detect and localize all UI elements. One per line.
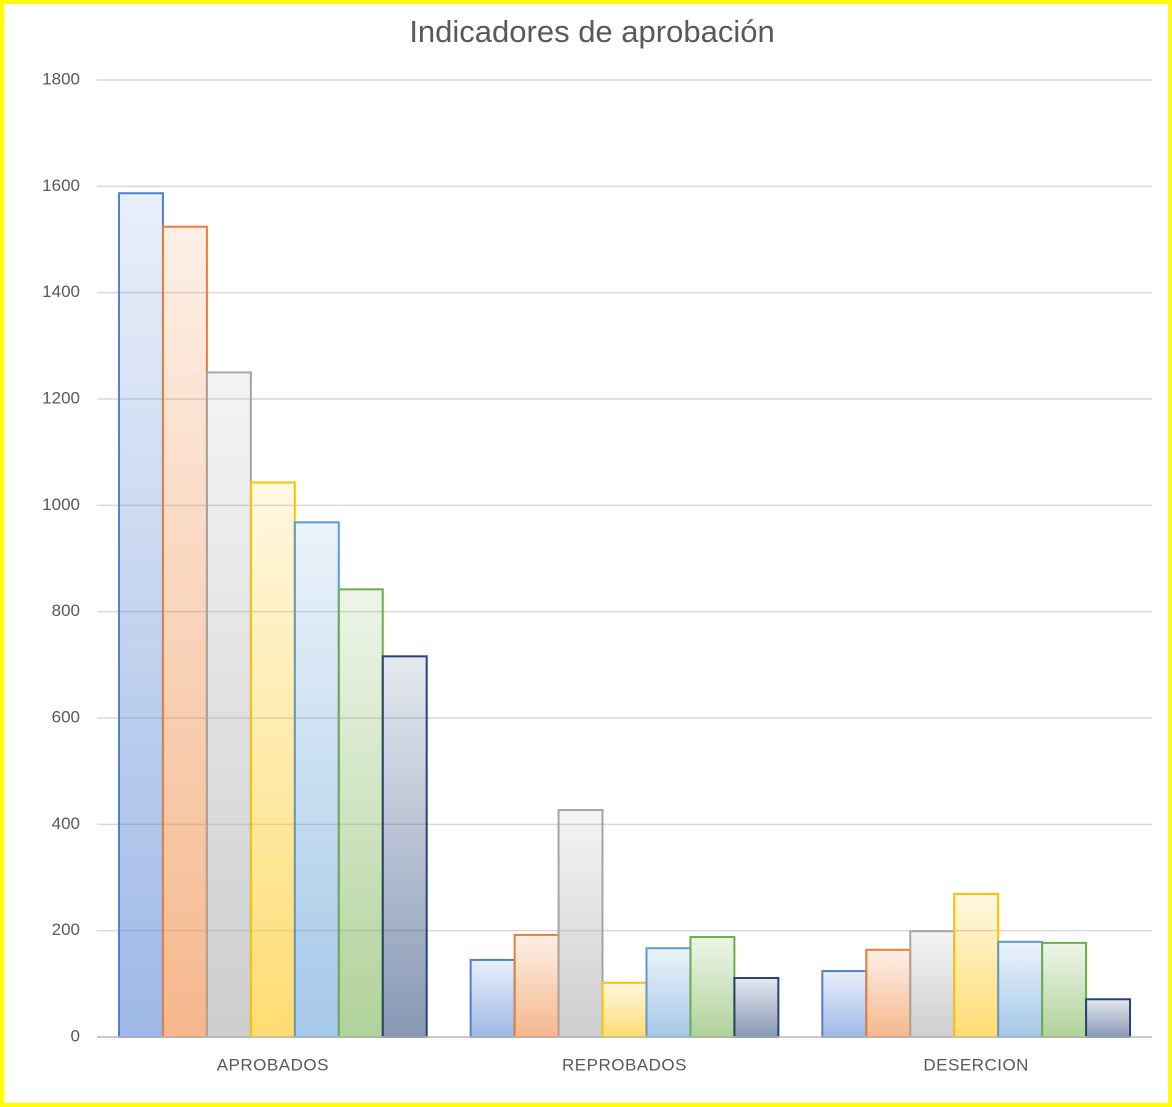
chart-title: Indicadores de aprobación	[409, 14, 774, 49]
bar	[513, 933, 560, 1038]
y-tick-label: 200	[52, 920, 80, 939]
y-tick-label: 600	[52, 707, 80, 726]
bar	[1085, 998, 1132, 1038]
bar	[557, 808, 604, 1038]
y-tick-label: 0	[71, 1026, 80, 1045]
bar	[865, 948, 912, 1038]
bar	[161, 225, 208, 1039]
bar	[821, 970, 868, 1038]
y-tick-label: 1400	[42, 282, 80, 301]
bar	[997, 940, 1044, 1038]
y-tick-label: 1000	[42, 495, 80, 514]
bar	[381, 655, 428, 1038]
x-tick-label: APROBADOS	[217, 1055, 329, 1074]
bar	[249, 481, 296, 1038]
y-tick-label: 400	[52, 814, 80, 833]
bar	[337, 588, 384, 1038]
bar	[117, 192, 164, 1038]
bar	[205, 371, 252, 1038]
x-tick-label: DESERCION	[923, 1055, 1029, 1074]
y-tick-label: 1800	[42, 69, 80, 88]
y-tick-label: 800	[52, 601, 80, 620]
bar	[601, 981, 648, 1039]
bar	[645, 947, 692, 1038]
y-tick-label: 1600	[42, 176, 80, 195]
bar	[733, 976, 780, 1038]
bar	[1041, 941, 1088, 1039]
bar	[469, 958, 516, 1038]
bar	[909, 930, 956, 1038]
bar	[953, 892, 1000, 1039]
bar	[689, 936, 736, 1039]
y-tick-label: 1200	[42, 388, 80, 407]
bar	[293, 521, 340, 1038]
x-tick-label: REPROBADOS	[562, 1055, 687, 1074]
